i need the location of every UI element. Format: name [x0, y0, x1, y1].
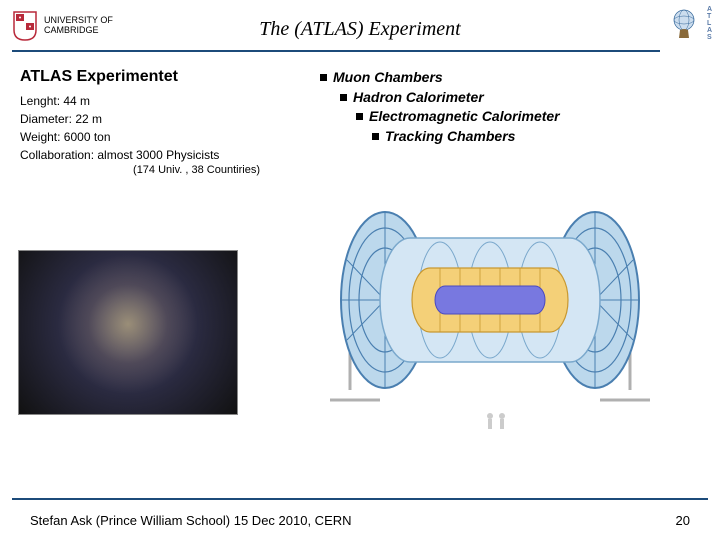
specs-heading: ATLAS Experimentet	[20, 68, 280, 86]
spec-weight: Weight: 6000 ton	[20, 128, 280, 146]
list-item: Hadron Calorimeter	[340, 88, 560, 108]
list-item: Tracking Chambers	[372, 127, 560, 147]
detector-diagram	[290, 160, 690, 440]
component-list: Muon Chambers Hadron Calorimeter Electro…	[320, 68, 560, 146]
bullet-icon	[320, 74, 327, 81]
spec-collab: Collaboration: almost 3000 Physicists	[20, 146, 280, 164]
globe-icon	[666, 6, 702, 42]
spec-subnote: (174 Univ. , 38 Countiries)	[20, 164, 280, 176]
detector-photo	[18, 250, 238, 415]
list-item: Muon Chambers	[320, 68, 560, 88]
footer-author: Stefan Ask (Prince William School) 15 De…	[30, 513, 352, 528]
page-number: 20	[676, 513, 690, 528]
specs-block: ATLAS Experimentet Lenght: 44 m Diameter…	[20, 68, 280, 176]
bullet-icon	[356, 113, 363, 120]
bullet-icon	[372, 133, 379, 140]
university-text-2: CAMBRIDGE	[44, 26, 113, 36]
spec-length: Lenght: 44 m	[20, 92, 280, 110]
university-logo: UNIVERSITY OF CAMBRIDGE	[12, 10, 113, 42]
atlas-letters: A T L A S	[707, 6, 712, 41]
footer-divider	[12, 498, 708, 500]
bullet-icon	[340, 94, 347, 101]
spec-diameter: Diameter: 22 m	[20, 110, 280, 128]
header-divider	[12, 50, 660, 52]
list-item: Electromagnetic Calorimeter	[356, 107, 560, 127]
shield-icon	[12, 10, 38, 42]
atlas-logo: A T L A S	[666, 6, 710, 50]
